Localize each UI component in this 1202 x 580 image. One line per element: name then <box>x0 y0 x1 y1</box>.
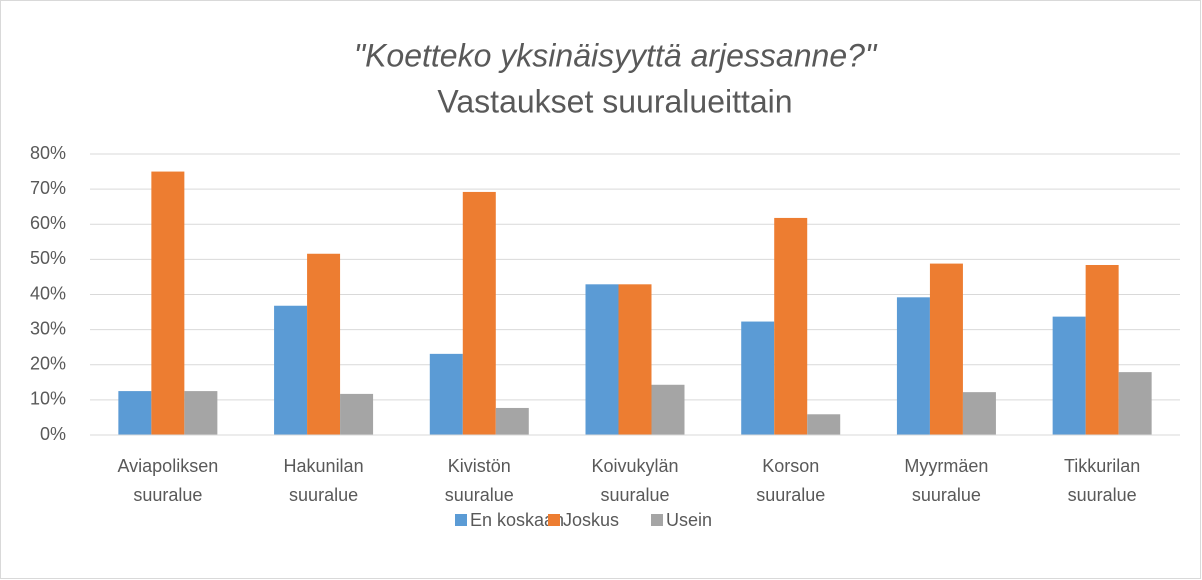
bar <box>774 217 808 435</box>
legend-label: En koskaan <box>470 510 564 530</box>
legend-label: Usein <box>666 510 712 530</box>
x-tick-label: Tikkurilan suuralue <box>1064 456 1140 505</box>
legend-swatch <box>548 514 560 526</box>
chart-title: "Koetteko yksinäisyyttä arjessanne?" <box>354 37 878 73</box>
bar <box>429 353 463 435</box>
x-tick-label: Korson suuralue <box>756 456 825 505</box>
bar <box>495 407 529 435</box>
bar <box>651 384 685 435</box>
y-tick-label: 50% <box>30 248 66 268</box>
y-tick-label: 70% <box>30 178 66 198</box>
bar <box>618 284 652 435</box>
x-tick-label: Myyrmäen suuralue <box>904 456 988 505</box>
bar <box>807 414 841 435</box>
y-tick-label: 40% <box>30 283 66 303</box>
bar <box>274 305 308 435</box>
y-tick-label: 80% <box>30 143 66 163</box>
x-tick-label: Aviapoliksen suuralue <box>117 456 218 505</box>
x-tick-label: Koivukylän suuralue <box>591 456 678 505</box>
y-tick-label: 30% <box>30 318 66 338</box>
y-tick-label: 10% <box>30 389 66 409</box>
bar <box>585 284 619 435</box>
chart-subtitle: Vastaukset suuralueittain <box>437 83 792 119</box>
bar <box>184 391 218 435</box>
y-tick-label: 20% <box>30 354 66 374</box>
legend-label: Joskus <box>563 510 619 530</box>
y-tick-label: 0% <box>40 424 66 444</box>
bar <box>741 321 775 435</box>
bar <box>307 253 341 435</box>
y-tick-label: 60% <box>30 213 66 233</box>
bar <box>929 263 963 435</box>
bar <box>340 393 374 435</box>
bar <box>118 391 152 435</box>
bar <box>1085 264 1119 435</box>
x-tick-label: Kivistön suuralue <box>445 456 514 505</box>
x-tick-label: Hakunilan suuralue <box>284 456 364 505</box>
bar <box>962 392 996 435</box>
bar <box>1118 372 1152 435</box>
legend-swatch <box>455 514 467 526</box>
legend-swatch <box>651 514 663 526</box>
bar <box>896 297 930 435</box>
bar <box>462 191 496 435</box>
bar <box>1052 316 1086 435</box>
bar <box>151 171 185 435</box>
